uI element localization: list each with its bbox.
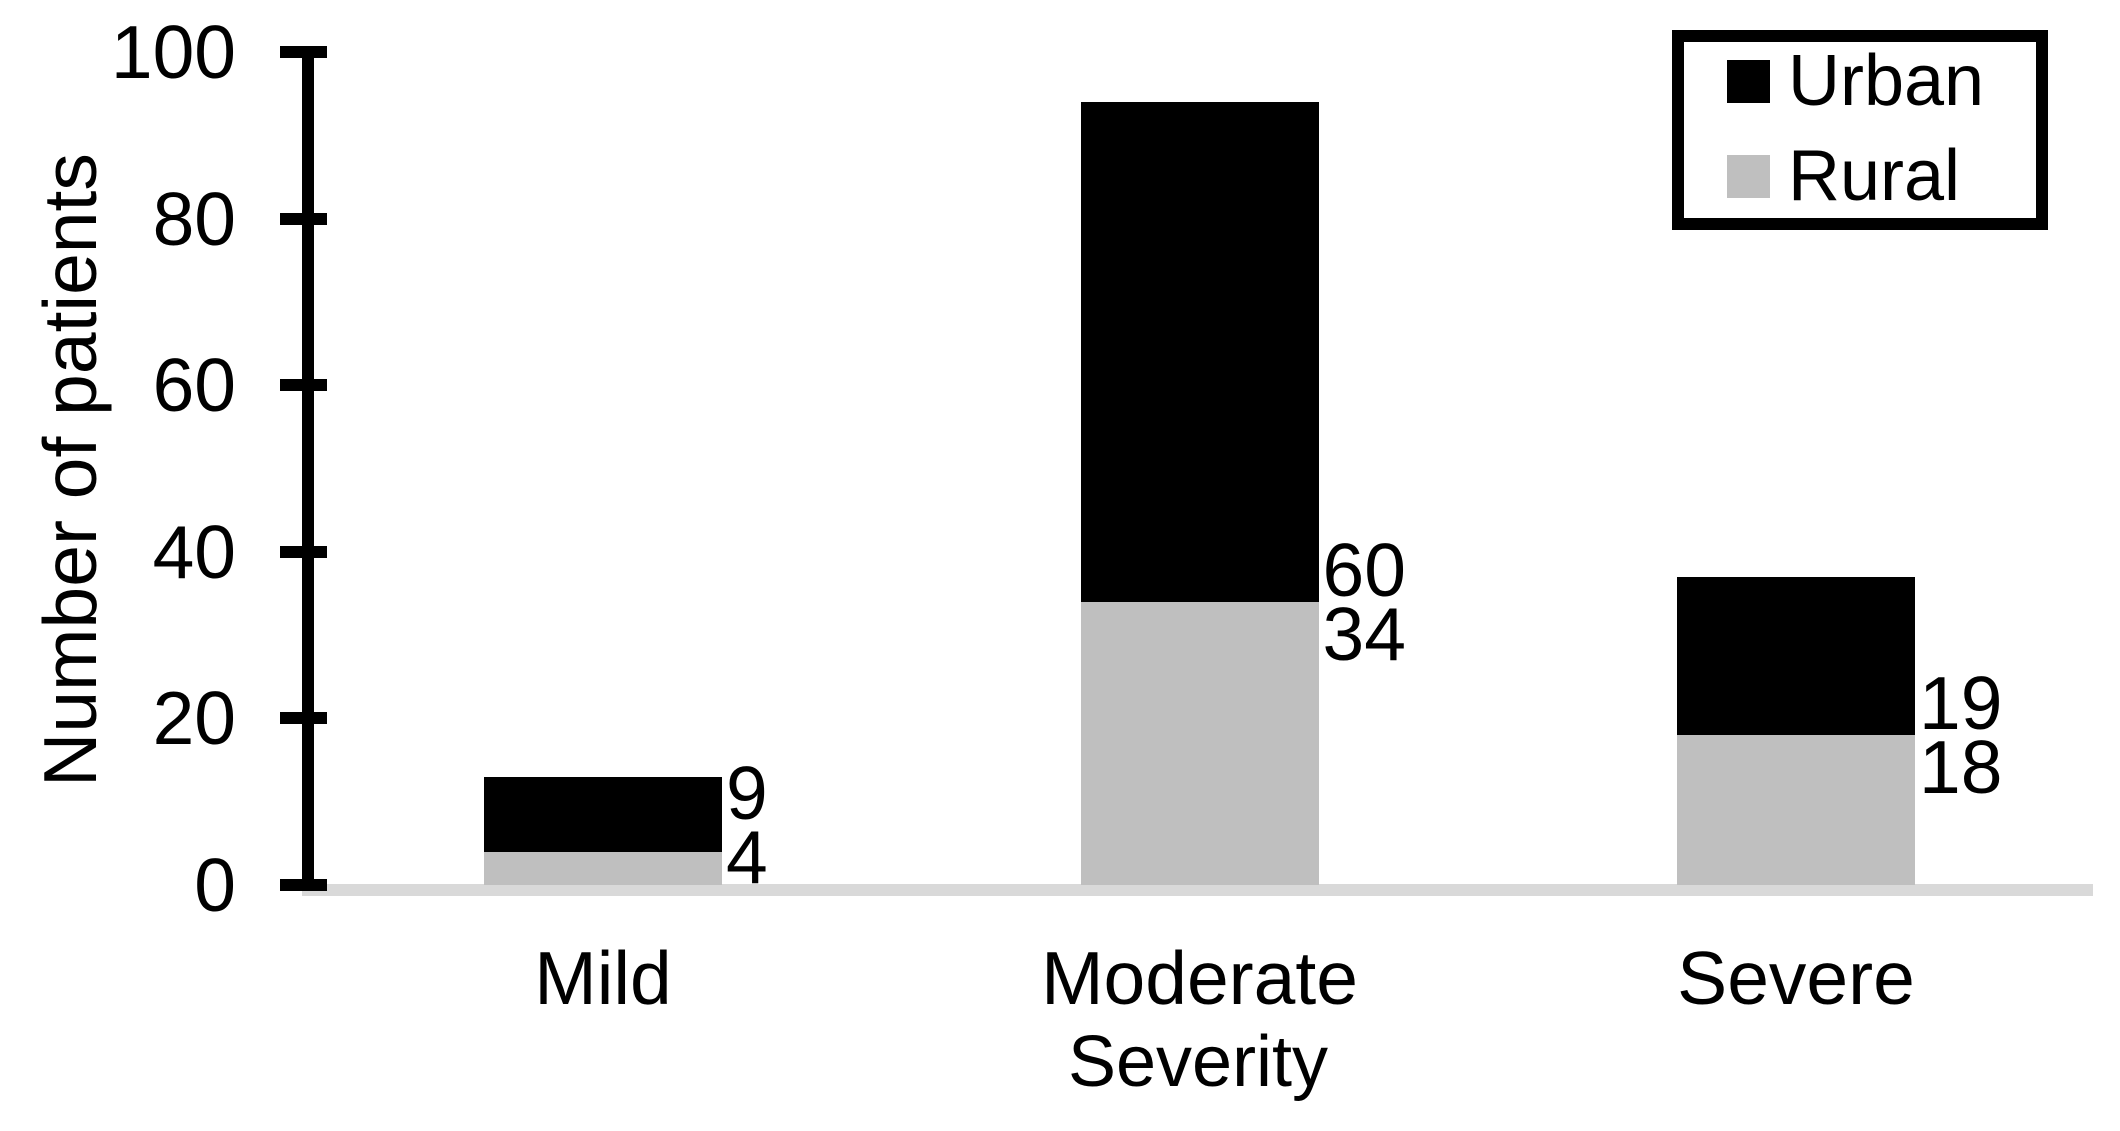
x-axis-title: Severity xyxy=(1067,1022,1329,1102)
data-label-rural: 34 xyxy=(1322,591,1406,676)
legend-label: Urban xyxy=(1788,41,1985,121)
data-label-urban: 9 xyxy=(726,751,768,835)
legend: Urban Rural xyxy=(1672,30,2048,230)
legend-item-urban: Urban xyxy=(1727,44,2036,119)
bar-segment-urban xyxy=(484,776,722,852)
data-label-urban: 19 xyxy=(1919,661,2003,746)
data-label-group: 19 18 xyxy=(1919,661,2003,810)
y-axis-tick xyxy=(280,879,327,891)
bar-segment-urban xyxy=(1080,101,1319,602)
bar-segment-rural xyxy=(1080,601,1319,885)
y-axis-tick xyxy=(280,545,327,558)
y-tick-label: 0 xyxy=(194,843,236,927)
y-axis-line xyxy=(302,47,314,892)
y-tick-label: 100 xyxy=(110,10,236,94)
y-tick-label: 40 xyxy=(152,509,236,594)
bar-segment-rural xyxy=(484,851,722,885)
legend-marker-rural xyxy=(1727,155,1770,198)
category-label: Severe xyxy=(1677,936,1915,1020)
legend-marker-urban xyxy=(1727,60,1770,103)
y-tick-label: 20 xyxy=(152,676,236,761)
bar-segment-urban xyxy=(1677,576,1915,736)
y-axis-tick xyxy=(280,379,327,392)
legend-label: Rural xyxy=(1788,136,1961,216)
bar-segment-rural xyxy=(1677,735,1915,885)
data-label-rural: 18 xyxy=(1919,725,2003,810)
y-tick-label: 60 xyxy=(152,343,236,428)
data-label-rural: 4 xyxy=(726,815,768,899)
y-axis-tick xyxy=(280,212,327,225)
data-label-urban: 60 xyxy=(1322,527,1406,612)
y-axis-tick xyxy=(280,712,327,725)
category-label: Moderate xyxy=(1041,936,1358,1020)
y-axis-tick xyxy=(280,46,327,58)
y-tick-label: 80 xyxy=(152,176,236,261)
category-label: Mild xyxy=(534,936,672,1020)
data-label-group: 60 34 xyxy=(1322,527,1406,676)
x-axis-baseline xyxy=(302,884,2093,896)
legend-item-rural: Rural xyxy=(1727,139,2036,214)
